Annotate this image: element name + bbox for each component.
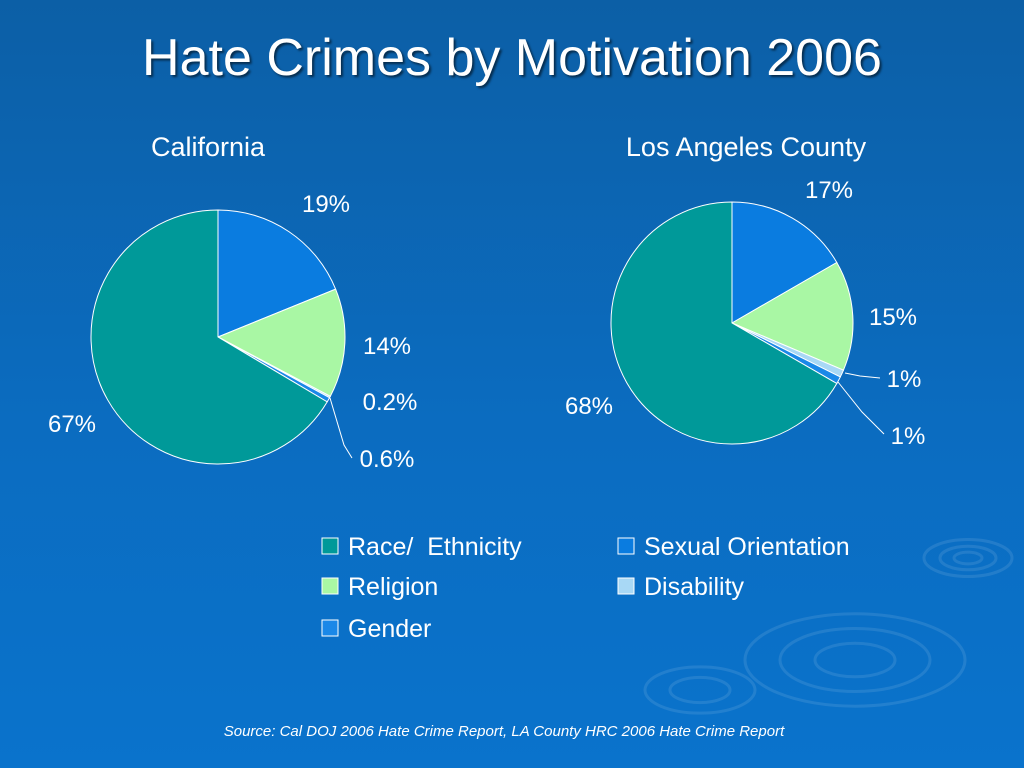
pie-title: California <box>151 132 266 162</box>
slice-label: 1% <box>891 423 926 450</box>
la-county-pie: Los Angeles County 17% 15% 1% 1% 68% <box>565 132 925 450</box>
pie-slice-race-ethnicity <box>90 209 328 465</box>
slice-label: 1% <box>887 366 922 393</box>
legend-label: Sexual Orientation <box>644 533 850 561</box>
slice-label: 14% <box>363 333 411 360</box>
pie-slice-religion <box>216 288 346 398</box>
leader-line <box>329 397 353 459</box>
pie-slice-race-ethnicity <box>610 201 838 445</box>
pie-slice-religion <box>730 261 854 371</box>
legend-label: Gender <box>348 615 431 643</box>
ripple-decoration <box>643 538 1014 715</box>
ripple-ring <box>668 675 732 705</box>
pie-slice-sexual-orientation <box>731 201 838 324</box>
ripple-ring <box>938 544 998 572</box>
legend: Race/ Ethnicity Sexual Orientation Religio… <box>321 533 850 643</box>
ripple-ring <box>922 538 1014 578</box>
legend-swatch-race-ethnicity <box>321 537 339 555</box>
ripple-ring <box>952 550 984 566</box>
pie-title: Los Angeles County <box>626 132 867 162</box>
page-title: Hate Crimes by Motivation 2006 <box>142 29 882 87</box>
legend-label: Race/ Ethnicity <box>348 533 522 561</box>
slice-label: 67% <box>48 411 96 438</box>
leader-line <box>837 381 885 435</box>
legend-swatch-gender <box>321 619 339 637</box>
slice-label: 15% <box>869 304 917 331</box>
slice-label: 0.6% <box>360 446 415 473</box>
ripple-ring <box>643 665 757 715</box>
slice-label: 19% <box>302 191 350 218</box>
source-note: Source: Cal DOJ 2006 Hate Crime Report, … <box>223 723 785 740</box>
slice-label: 0.2% <box>363 389 418 416</box>
slice-label: 17% <box>805 177 853 204</box>
legend-swatch-disability <box>617 577 635 595</box>
pie-slice-sexual-orientation <box>217 209 337 338</box>
ripple-ring <box>778 627 932 693</box>
legend-swatch-sexual-orientation <box>617 537 635 555</box>
ripple-ring <box>813 641 897 679</box>
legend-label: Religion <box>348 573 438 601</box>
legend-swatch-religion <box>321 577 339 595</box>
leader-line <box>844 372 881 379</box>
california-pie: California 19% 14% 0.2% 0.6% 67% <box>48 132 417 473</box>
slice-label: 68% <box>565 393 613 420</box>
legend-label: Disability <box>644 573 745 601</box>
ripple-ring <box>743 612 967 708</box>
